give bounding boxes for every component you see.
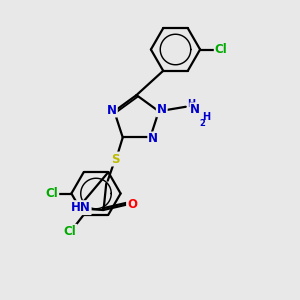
- Text: Cl: Cl: [46, 187, 58, 200]
- Text: N: N: [107, 103, 117, 117]
- Text: 2: 2: [199, 119, 205, 128]
- Text: O: O: [127, 197, 137, 211]
- Text: H: H: [187, 99, 195, 110]
- Text: H: H: [202, 112, 210, 122]
- Text: Cl: Cl: [215, 43, 227, 56]
- Text: HN: HN: [71, 201, 91, 214]
- Text: S: S: [111, 152, 119, 166]
- Text: N: N: [190, 103, 200, 116]
- Text: N: N: [148, 132, 158, 146]
- Text: N: N: [157, 103, 167, 116]
- Text: Cl: Cl: [64, 225, 76, 238]
